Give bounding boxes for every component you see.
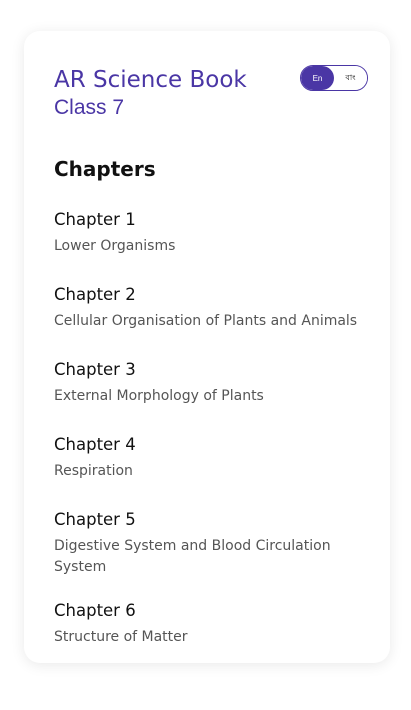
chapter-number: Chapter 3 xyxy=(54,360,136,379)
language-option-english[interactable]: En xyxy=(301,66,334,90)
chapter-name: Respiration xyxy=(54,463,133,479)
book-card: AR Science Book Class 7 En বাং Chapters … xyxy=(24,31,390,663)
language-toggle[interactable]: En বাং xyxy=(300,65,368,91)
chapter-number: Chapter 1 xyxy=(54,210,136,229)
chapter-number: Chapter 6 xyxy=(54,601,136,620)
chapter-number: Chapter 5 xyxy=(54,510,136,529)
class-subtitle: Class 7 xyxy=(54,96,125,119)
chapter-number: Chapter 2 xyxy=(54,285,136,304)
chapter-item-5[interactable]: Chapter 5 Digestive System and Blood Cir… xyxy=(54,509,374,578)
header: AR Science Book Class 7 En বাং xyxy=(54,65,368,121)
chapter-name: Digestive System and Blood Circulation S… xyxy=(54,538,331,575)
chapter-number: Chapter 4 xyxy=(54,435,136,454)
chapter-item-1[interactable]: Chapter 1 Lower Organisms xyxy=(54,209,374,257)
app-title: AR Science Book xyxy=(54,67,247,93)
chapter-name: External Morphology of Plants xyxy=(54,388,264,404)
chapters-heading: Chapters xyxy=(54,157,156,181)
chapter-item-4[interactable]: Chapter 4 Respiration xyxy=(54,434,374,482)
chapter-item-3[interactable]: Chapter 3 External Morphology of Plants xyxy=(54,359,374,407)
chapter-name: Lower Organisms xyxy=(54,238,176,254)
chapter-name: Structure of Matter xyxy=(54,629,188,645)
chapter-item-6[interactable]: Chapter 6 Structure of Matter xyxy=(54,600,374,648)
chapter-name: Cellular Organisation of Plants and Anim… xyxy=(54,313,358,329)
chapter-item-2[interactable]: Chapter 2 Cellular Organisation of Plant… xyxy=(54,284,374,332)
language-option-bangla[interactable]: বাং xyxy=(334,66,367,90)
